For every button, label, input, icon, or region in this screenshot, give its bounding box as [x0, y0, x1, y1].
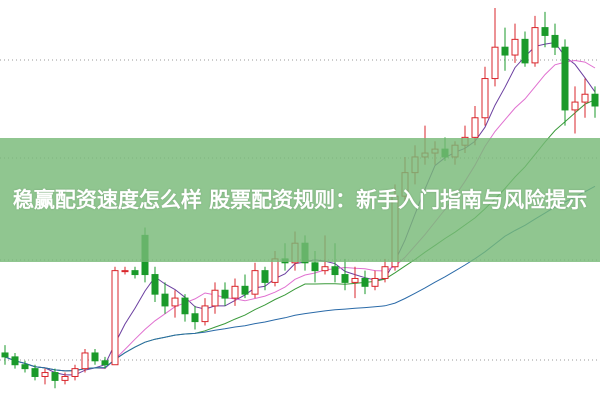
article-title: 稳赢配资速度怎么样 股票配资规则：新手入门指南与风险提示	[12, 188, 588, 212]
candle-up	[231, 285, 239, 299]
candle-up	[201, 305, 209, 323]
candle-up	[381, 266, 389, 279]
candle-up	[531, 27, 539, 64]
candle-up	[491, 46, 499, 80]
candle-up	[271, 258, 279, 283]
candle-down	[521, 38, 529, 64]
ma10-line	[4, 59, 596, 372]
candle-up	[71, 368, 79, 377]
candle-down	[551, 34, 559, 48]
candle-down	[131, 270, 139, 276]
candle-down	[311, 262, 319, 272]
candle-down	[361, 277, 369, 287]
candle-up	[571, 101, 579, 111]
candle-down	[241, 285, 249, 295]
candle-down	[191, 313, 199, 323]
candle-down	[101, 360, 109, 366]
candle-up	[471, 117, 479, 138]
candle-up	[61, 375, 69, 381]
candle-down	[221, 289, 229, 299]
title-banner: 稳赢配资速度怎么样 股票配资规则：新手入门指南与风险提示	[0, 138, 600, 262]
candle-up	[251, 270, 259, 295]
candle-down	[1, 352, 9, 358]
candle-down	[161, 293, 169, 307]
candle-down	[261, 270, 269, 283]
candle-down	[91, 352, 99, 362]
candle-up	[481, 78, 489, 119]
ma5-line	[4, 41, 596, 376]
candle-up	[171, 297, 179, 307]
candle-up	[211, 289, 219, 307]
candle-up	[351, 277, 359, 283]
candle-down	[51, 372, 59, 381]
candle-down	[11, 356, 19, 366]
candle-down	[501, 46, 509, 56]
candle-up	[121, 270, 129, 273]
candle-up	[321, 266, 329, 272]
candle-up	[111, 270, 119, 366]
candle-up	[81, 352, 89, 370]
candle-up	[41, 372, 49, 377]
candle-down	[181, 297, 189, 315]
candle-down	[31, 368, 39, 377]
candle-down	[151, 274, 159, 295]
candle-down	[561, 46, 569, 111]
candle-up	[511, 38, 519, 56]
candle-down	[541, 27, 549, 36]
candle-down	[341, 274, 349, 283]
candle-up	[371, 277, 379, 287]
candle-down	[331, 266, 339, 276]
candle-up	[581, 93, 589, 103]
candle-down	[21, 364, 29, 370]
candle-down	[591, 93, 599, 107]
